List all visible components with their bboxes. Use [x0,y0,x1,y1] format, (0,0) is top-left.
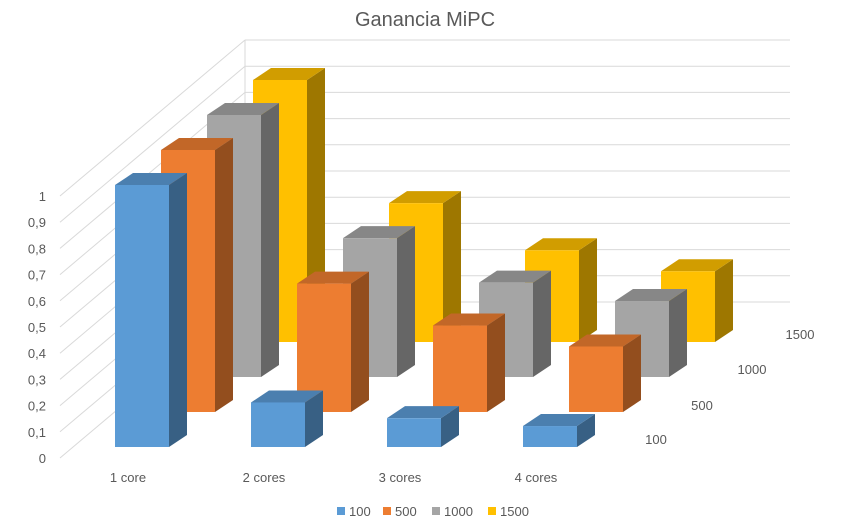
y-tick-label: 0 [39,451,46,466]
legend-label: 500 [395,504,417,519]
y-tick-label: 0,4 [28,346,46,361]
bar-side [577,414,595,447]
legend-swatch [383,507,391,515]
bar-top [525,238,597,251]
legend-label: 1500 [500,504,529,519]
legend-label: 1000 [444,504,473,519]
y-tick-label: 0,3 [28,372,46,387]
bar-front [569,346,623,412]
bar [433,313,505,412]
bar-top [661,259,733,272]
x-tick-label: 1 core [110,470,146,485]
bar-top [389,191,461,204]
x-tick-label: 2 cores [243,470,286,485]
legend-swatch [337,507,345,515]
bar-top [523,414,595,427]
bars [115,68,733,447]
depth-tick-label: 1000 [738,362,767,377]
bar-side [715,259,733,342]
bar-side [351,271,369,412]
bar-side [669,289,687,377]
y-tick-label: 0,5 [28,320,46,335]
y-tick-label: 0,1 [28,425,46,440]
bar-side [261,103,279,377]
bar-side [215,138,233,412]
legend-item: 1000 [432,504,473,519]
bar-side [487,313,505,412]
bar-top [387,406,459,419]
gridline-side [59,65,246,223]
bar-front [433,325,487,412]
bar-front [387,418,441,447]
y-tick-label: 0,8 [28,241,46,256]
bar [569,334,641,412]
bar-top [479,270,551,283]
bar-side [305,390,323,447]
bar-side [397,226,415,377]
bar-side [623,334,641,412]
bar-top [297,271,369,284]
legend: 100 500 1000 1500 [337,504,529,519]
y-tick-label: 0,2 [28,399,46,414]
bar-top [253,68,325,80]
bar-top [161,138,233,150]
bar-front [523,426,577,447]
x-tick-label: 4 cores [515,470,558,485]
legend-item: 100 [337,504,371,519]
bar-top [615,289,687,302]
y-tick-label: 0,9 [28,215,46,230]
legend-item: 500 [383,504,417,519]
bar-top [207,103,279,115]
bar-top [569,334,641,347]
bar-top [115,173,187,185]
chart-title: Ganancia MiPC [355,9,495,31]
legend-label: 100 [349,504,371,519]
bar-front [115,185,169,447]
bar-side [443,191,461,342]
x-tick-label: 3 cores [379,470,422,485]
axis-labels: 0 0,1 0,2 0,3 0,4 0,5 0,6 0,7 0,8 0,9 1 1 core 2 cor… [28,189,815,485]
bar-top [433,313,505,326]
bar [115,173,187,447]
bar-top [343,226,415,239]
bar-front [251,402,305,447]
y-tick-label: 1 [39,189,46,204]
legend-item: 1500 [488,504,529,519]
gridline-side [59,39,246,197]
bar-side [533,270,551,377]
depth-tick-label: 1500 [786,327,815,342]
y-tick-label: 0,7 [28,268,46,283]
y-tick-label: 0,6 [28,294,46,309]
bar-side [169,173,187,447]
legend-swatch [488,507,496,515]
depth-tick-label: 100 [645,432,667,447]
bar-side [441,406,459,447]
bar [523,414,595,447]
legend-swatch [432,507,440,515]
bar-side [579,238,597,342]
depth-tick-label: 500 [691,398,713,413]
bar [251,390,323,447]
bar [387,406,459,447]
bar-top [251,390,323,403]
